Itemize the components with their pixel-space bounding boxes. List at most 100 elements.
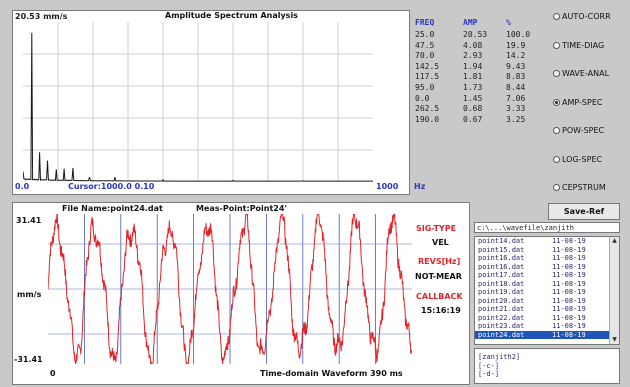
file-list-item[interactable]: point20.dat 11-08-19 — [475, 297, 609, 306]
peak-row: 262.5 0.68 3.33 — [413, 104, 563, 114]
file-date: 11-08-19 — [552, 288, 586, 296]
waveform-x-caption: Time-domain Waveform 390 ms — [260, 369, 403, 378]
file-name: point21.dat — [478, 305, 525, 313]
folder-list[interactable]: [zanjith2] [-c-] [-d-] — [474, 348, 620, 384]
peak-cell: 8.83 — [506, 72, 526, 82]
file-name: point18.dat — [478, 279, 525, 288]
peak-table-header: FREQ AMP % — [413, 18, 563, 28]
file-list-item[interactable]: point16.dat 11-08-19 — [475, 254, 609, 263]
file-date: 11-08-19 — [552, 313, 586, 322]
peak-header-pct: % — [506, 18, 511, 27]
mode-radio-label: POW-SPEC — [562, 126, 605, 135]
folder-list-item[interactable]: [-d-] — [478, 370, 500, 378]
peak-cell: 70.0 — [415, 51, 435, 61]
spectrum-plot[interactable] — [23, 22, 373, 182]
waveform-plot[interactable] — [48, 214, 412, 364]
file-list-item[interactable]: point14.dat 11-08-19 — [475, 237, 609, 246]
file-date: 11-08-19 — [552, 279, 586, 288]
peak-row: 47.5 4.08 19.9 — [413, 41, 563, 51]
file-list-item[interactable]: point23.dat 11-08-19 — [475, 322, 609, 331]
file-list-item[interactable]: point22.dat 11-08-19 — [475, 314, 609, 323]
waveform-file-name: File Name:point24.dat — [62, 204, 163, 213]
file-rows: point14.dat 11-08-19 point15.dat 11-08-19 po… — [475, 237, 609, 339]
file-date: 11-08-19 — [552, 296, 586, 305]
peak-cell: 190.0 — [415, 114, 440, 124]
mode-radio-amp-spec[interactable]: AMP-SPEC — [553, 98, 602, 107]
radio-circle-icon[interactable] — [553, 184, 560, 191]
file-list-scrollbar[interactable]: ▲ ▼ — [609, 237, 619, 344]
folder-list-item[interactable]: [-c-] — [478, 361, 500, 370]
peak-row: 70.0 2.93 14.2 — [413, 51, 563, 61]
peak-row: 0.0 1.45 7.06 — [413, 94, 563, 104]
spectrum-cursor-readout: Cursor:1000.0 0.10 — [68, 182, 155, 191]
path-field[interactable]: c:\...\wavefile\zanjith — [474, 222, 620, 233]
mode-radio-auto-corr[interactable]: AUTO-CORR — [553, 12, 611, 21]
peak-cell: 1.94 — [463, 61, 483, 71]
file-list-item[interactable]: point16.dat 11-08-19 — [475, 263, 609, 272]
mode-radio-pow-spec[interactable]: POW-SPEC — [553, 126, 604, 135]
peak-cell: 0.68 — [463, 104, 483, 114]
waveform-y-unit: mm/s — [17, 290, 42, 299]
peak-cell: 25.0 — [415, 30, 435, 39]
peak-cell: 3.25 — [506, 114, 526, 124]
sig-type-label: SIG-TYPE — [416, 224, 457, 233]
waveform-grid — [48, 214, 412, 364]
file-list-item[interactable]: point19.dat 11-08-19 — [475, 288, 609, 297]
file-name: point17.dat — [478, 271, 525, 279]
mode-radio-label: TIME-DIAG — [562, 40, 605, 50]
spectrum-grid — [23, 22, 373, 182]
mode-radio-label: CEPSTRUM — [562, 183, 606, 192]
sig-type-value: VEL — [432, 238, 449, 247]
file-date: 11-08-19 — [552, 271, 586, 279]
peak-header-amp: AMP — [463, 18, 478, 27]
mode-radio-label: AUTO-CORR — [562, 12, 611, 21]
spectrum-title: Amplitude Spectrum Analysis — [165, 11, 298, 20]
radio-circle-icon[interactable] — [553, 127, 560, 134]
mode-radio-time-diag[interactable]: TIME-DIAG — [553, 41, 604, 50]
scroll-down-icon[interactable]: ▼ — [612, 336, 617, 343]
radio-circle-icon[interactable] — [553, 41, 560, 49]
file-list-item[interactable]: point17.dat 11-08-19 — [475, 271, 609, 280]
spectrum-panel — [12, 10, 410, 195]
radio-circle-icon[interactable] — [553, 13, 560, 20]
peak-cell: 19.9 — [506, 40, 526, 50]
peak-row: 25.0 20.53 100.0 — [413, 30, 563, 40]
spectrum-x-end: 1000 — [376, 182, 399, 191]
file-list-item[interactable]: point21.dat 11-08-19 — [475, 305, 609, 314]
folder-rows: [zanjith2] [-c-] [-d-] — [475, 349, 619, 379]
revs-value: NOT-MEAR — [415, 272, 462, 281]
peak-cell: 0.0 — [415, 93, 430, 103]
save-ref-button[interactable]: Save-Ref — [548, 203, 620, 220]
radio-circle-icon[interactable] — [553, 98, 560, 106]
file-list-item[interactable]: point18.dat 11-08-19 — [475, 280, 609, 289]
peak-cell: 95.0 — [415, 83, 435, 92]
mode-radio-log-spec[interactable]: LOG-SPEC — [553, 155, 602, 164]
mode-radio-cepstrum[interactable]: CEPSTRUM — [553, 183, 606, 192]
file-date: 11-08-19 — [552, 245, 586, 254]
radio-circle-icon[interactable] — [553, 70, 560, 77]
peak-cell: 1.45 — [463, 93, 483, 103]
peak-row: 117.5 1.81 8.83 — [413, 72, 563, 82]
peak-cell: 262.5 — [415, 104, 440, 114]
peak-cell: 117.5 — [415, 72, 440, 82]
peak-cell: 47.5 — [415, 40, 435, 50]
callback-value: 15:16:19 — [421, 306, 461, 315]
folder-list-item[interactable]: [zanjith2] — [478, 353, 521, 361]
peak-cell: 8.44 — [506, 83, 526, 92]
file-name: point19.dat — [478, 288, 525, 296]
callback-label: CALLBACK — [416, 292, 463, 301]
spectrum-x-unit: Hz — [414, 182, 426, 191]
peak-cell: 2.93 — [463, 51, 483, 61]
revs-label: REVS[Hz] — [418, 257, 461, 266]
file-list-item[interactable]: point24.dat 11-08-19 — [475, 330, 609, 339]
mode-radio-wave-anal[interactable]: WAVE-ANAL — [553, 69, 609, 78]
mode-radio-label: AMP-SPEC — [562, 97, 603, 107]
file-date: 11-08-19 — [552, 237, 586, 245]
scroll-up-icon[interactable]: ▲ — [612, 237, 617, 244]
file-list-item[interactable]: point15.dat 11-08-19 — [475, 246, 609, 255]
file-list[interactable]: point14.dat 11-08-19 point15.dat 11-08-19 po… — [474, 236, 620, 345]
waveform-x-start: 0 — [50, 369, 56, 378]
spectrum-peak-label: 20.53 mm/s — [15, 12, 68, 21]
radio-circle-icon[interactable] — [553, 155, 560, 163]
file-name: point15.dat — [478, 245, 525, 254]
